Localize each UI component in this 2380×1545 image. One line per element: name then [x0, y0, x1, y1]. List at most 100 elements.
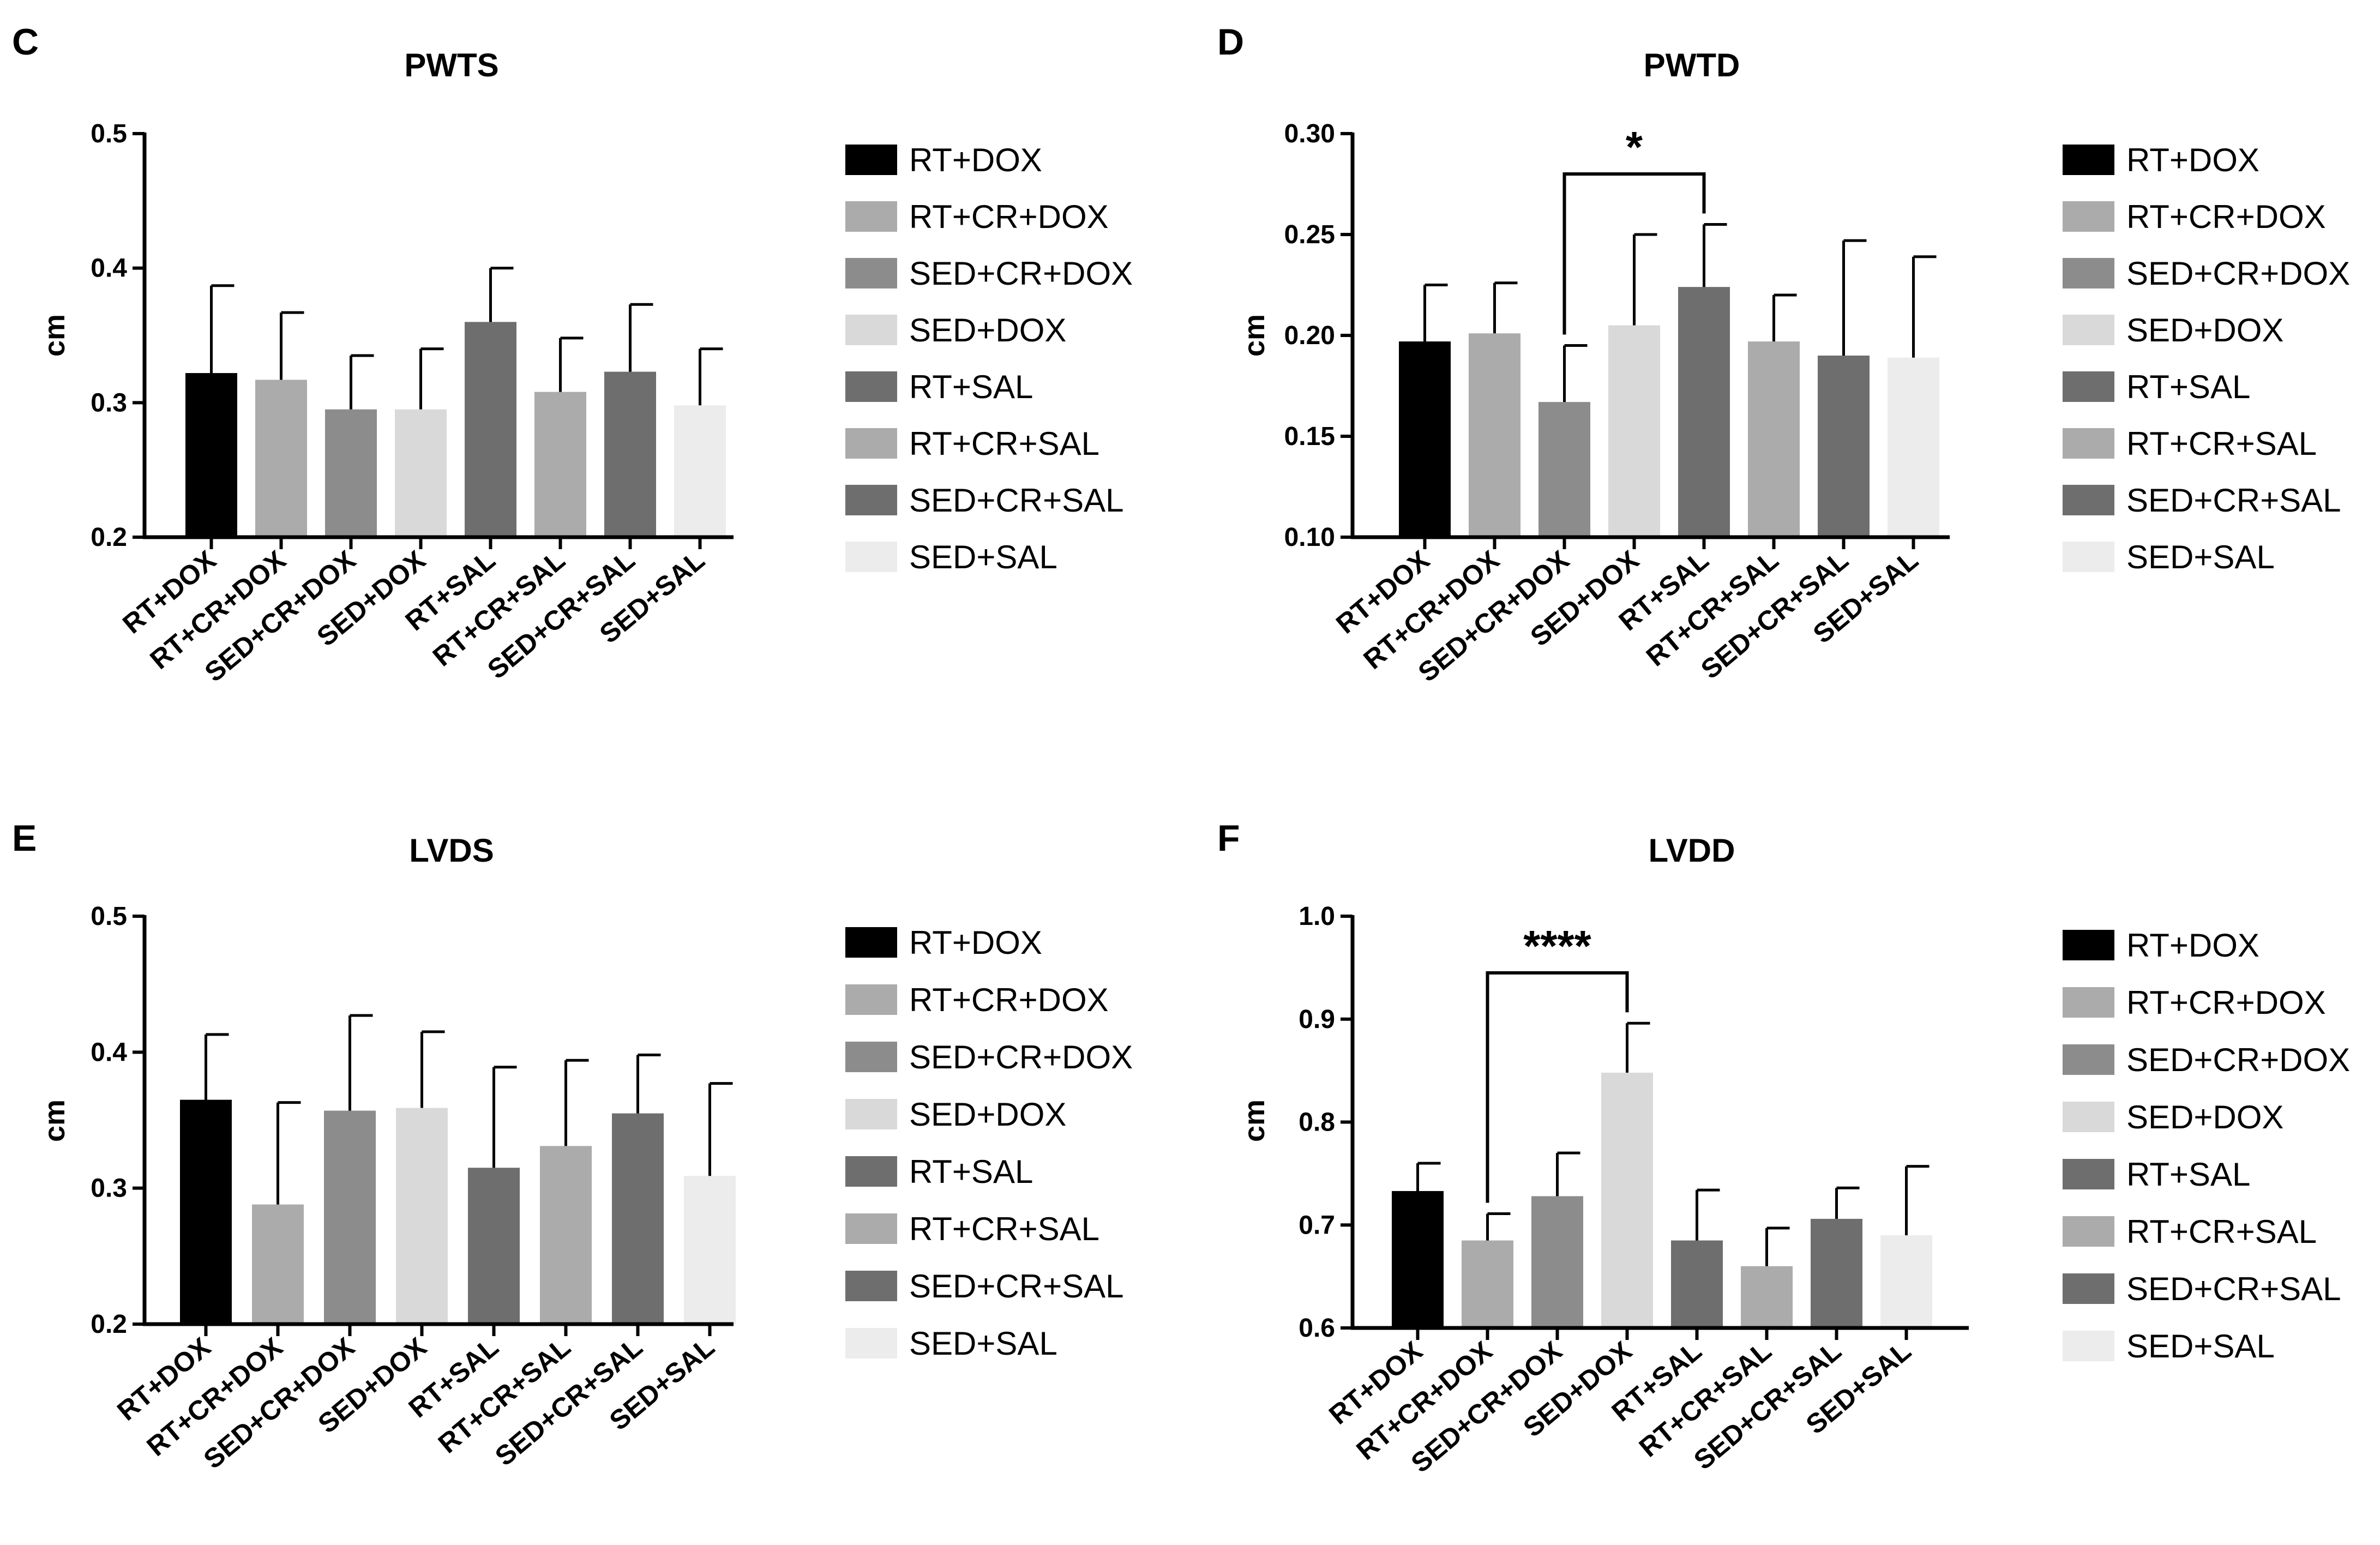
- panel-e-legend-swatch-4: [845, 1156, 897, 1187]
- panel-c-title: PWTS: [404, 47, 498, 83]
- panel-c-ylabel: cm: [38, 314, 71, 357]
- panel-e-title: LVDS: [409, 832, 494, 869]
- panel-d-legend-label-0: RT+DOX: [2126, 142, 2259, 178]
- panel-d-legend-label-4: RT+SAL: [2126, 369, 2250, 405]
- panel-f-legend-swatch-3: [2063, 1102, 2114, 1132]
- panel-f-ytick-label: 0.7: [1299, 1211, 1335, 1240]
- panel-f-letter: F: [1217, 817, 1240, 859]
- panel-e-legend-label-1: RT+CR+DOX: [909, 982, 1109, 1018]
- panel-d-significance-bracket: [1562, 172, 1706, 335]
- panel-c-legend-label-2: SED+CR+DOX: [909, 255, 1133, 292]
- panel-d-legend-label-2: SED+CR+DOX: [2126, 255, 2350, 292]
- panel-c-bar-7: [674, 405, 726, 537]
- panel-c-legend-label-7: SED+SAL: [909, 539, 1057, 575]
- panel-c-ytick-label: 0.2: [91, 523, 127, 552]
- panel-f-legend-label-6: SED+CR+SAL: [2126, 1271, 2341, 1307]
- panel-f-bar-4: [1671, 1240, 1723, 1328]
- panel-c-legend-swatch-6: [845, 485, 897, 515]
- panel-e-bar-2: [324, 1110, 376, 1324]
- panel-d-ylabel: cm: [1238, 314, 1271, 357]
- panel-f-ytick-label: 1.0: [1299, 902, 1335, 931]
- panel-e-legend-swatch-6: [845, 1271, 897, 1301]
- panel-c-legend-label-1: RT+CR+DOX: [909, 199, 1109, 235]
- panel-f-bar-7: [1880, 1235, 1932, 1328]
- panel-c-legend-label-5: RT+CR+SAL: [909, 425, 1099, 462]
- panel-c-legend-label-3: SED+DOX: [909, 312, 1066, 348]
- panel-f-legend-label-4: RT+SAL: [2126, 1156, 2250, 1193]
- panel-d-letter: D: [1217, 21, 1244, 63]
- panel-e-ytick-label: 0.2: [91, 1310, 127, 1339]
- panel-e-letter: E: [12, 817, 37, 859]
- panel-f-legend-label-0: RT+DOX: [2126, 927, 2259, 964]
- panel-f-legend-swatch-6: [2063, 1273, 2114, 1304]
- panel-f-ylabel: cm: [1238, 1099, 1271, 1142]
- panel-c-bar-5: [534, 392, 586, 537]
- panel-d-legend-label-5: RT+CR+SAL: [2126, 425, 2317, 462]
- panel-e-legend-label-7: SED+SAL: [909, 1325, 1057, 1362]
- panel-d-bar-0: [1399, 341, 1451, 537]
- panel-d-bar-7: [1888, 357, 1939, 537]
- panel-e-legend-label-5: RT+CR+SAL: [909, 1211, 1099, 1247]
- panel-d-bar-2: [1538, 402, 1590, 537]
- panel-f-legend-label-1: RT+CR+DOX: [2126, 984, 2326, 1021]
- panel-d-legend-label-7: SED+SAL: [2126, 539, 2275, 575]
- panel-e-legend-swatch-3: [845, 1099, 897, 1129]
- panel-e-bar-7: [684, 1176, 736, 1324]
- panel-d-legend-swatch-2: [2063, 258, 2114, 288]
- panel-c-bar-0: [185, 373, 237, 537]
- panel-c-legend-label-4: RT+SAL: [909, 369, 1033, 405]
- panel-c-bar-4: [465, 322, 516, 537]
- panel-d-legend-swatch-0: [2063, 145, 2114, 175]
- panel-e-bar-5: [540, 1146, 592, 1324]
- panel-e-ylabel: cm: [38, 1099, 71, 1142]
- panel-d-bar-6: [1818, 356, 1870, 537]
- panel-d-ytick-label: 0.10: [1284, 523, 1335, 552]
- panel-f-title: LVDD: [1649, 832, 1735, 869]
- panel-f-legend-swatch-0: [2063, 930, 2114, 960]
- panel-d-ytick-label: 0.15: [1284, 422, 1335, 451]
- panel-f-legend-label-5: RT+CR+SAL: [2126, 1213, 2317, 1250]
- panel-e-ytick-label: 0.5: [91, 902, 127, 931]
- panel-e-legend-swatch-1: [845, 984, 897, 1015]
- panel-c-bar-2: [325, 409, 377, 537]
- panel-e-legend-swatch-5: [845, 1213, 897, 1244]
- panel-c-bar-1: [255, 380, 307, 537]
- panel-d-legend-swatch-6: [2063, 485, 2114, 515]
- panel-c-ytick-label: 0.3: [91, 388, 127, 417]
- panel-e-ytick-label: 0.3: [91, 1174, 127, 1203]
- panel-d-legend-swatch-7: [2063, 542, 2114, 572]
- panel-c-legend-swatch-7: [845, 542, 897, 572]
- panel-e-legend-swatch-2: [845, 1042, 897, 1072]
- panel-e-bar-1: [252, 1204, 304, 1324]
- panel-d-bar-4: [1678, 287, 1730, 537]
- panel-d-bar-5: [1748, 341, 1800, 537]
- panel-c-letter: C: [12, 21, 39, 63]
- panel-f-bar-0: [1392, 1191, 1444, 1328]
- panel-d-bar-1: [1469, 333, 1520, 537]
- panel-f-bar-1: [1462, 1240, 1513, 1328]
- panel-d-legend-swatch-4: [2063, 371, 2114, 402]
- panel-f-legend-swatch-7: [2063, 1331, 2114, 1361]
- panel-e-legend-swatch-0: [845, 927, 897, 958]
- panel-d-legend-swatch-1: [2063, 201, 2114, 232]
- panel-d-legend-label-1: RT+CR+DOX: [2126, 199, 2326, 235]
- panel-c-ytick-label: 0.4: [91, 254, 127, 283]
- panel-f-bar-3: [1601, 1072, 1653, 1328]
- panel-e-ytick-label: 0.4: [91, 1038, 127, 1067]
- panel-e-legend-label-2: SED+CR+DOX: [909, 1039, 1133, 1075]
- panel-e-bar-3: [396, 1108, 448, 1324]
- panel-c-legend-swatch-1: [845, 201, 897, 232]
- panel-d-title: PWTD: [1644, 47, 1740, 83]
- panel-e-legend-swatch-7: [845, 1328, 897, 1358]
- panel-d-legend-label-6: SED+CR+SAL: [2126, 482, 2341, 519]
- panel-c-legend-swatch-2: [845, 258, 897, 288]
- panel-d-ytick-label: 0.25: [1284, 220, 1335, 249]
- panel-e-bar-6: [612, 1113, 664, 1324]
- panel-f-legend-swatch-1: [2063, 987, 2114, 1018]
- panel-e-legend-label-6: SED+CR+SAL: [909, 1268, 1124, 1304]
- panel-f-ytick-label: 0.6: [1299, 1314, 1335, 1343]
- panel-f-ytick-label: 0.8: [1299, 1108, 1335, 1137]
- panel-c-ytick-label: 0.5: [91, 119, 127, 148]
- panel-f-significance-label: ****: [1523, 922, 1591, 970]
